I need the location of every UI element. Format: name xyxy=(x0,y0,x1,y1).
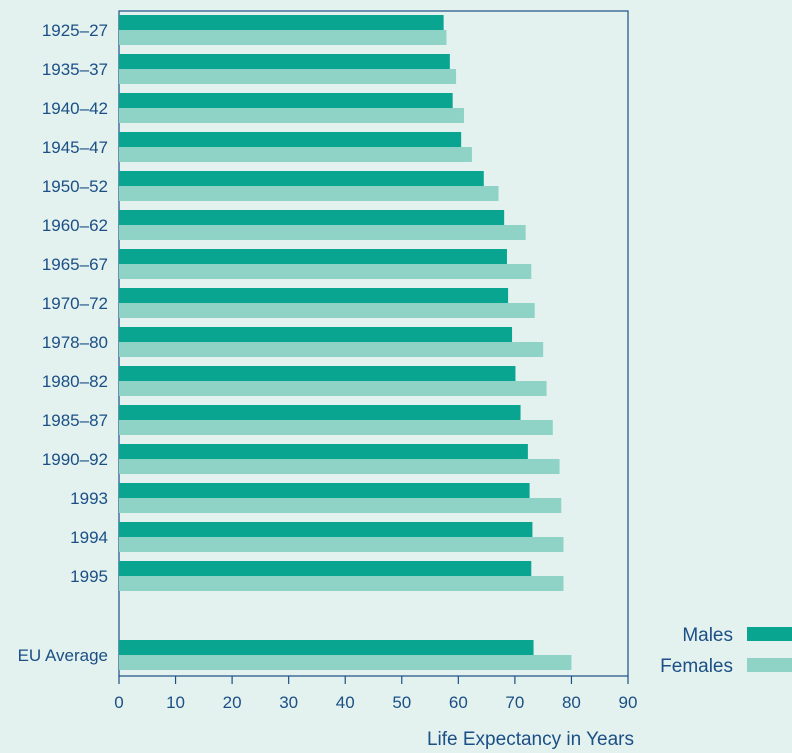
category-label: 1960–62 xyxy=(42,216,108,235)
x-tick-label: 70 xyxy=(505,693,524,712)
bar-males-14 xyxy=(119,561,532,576)
bars-group xyxy=(119,15,572,670)
x-tick-label: 40 xyxy=(336,693,355,712)
x-axis-title: Life Expectancy in Years xyxy=(427,729,634,750)
bar-males-7 xyxy=(119,288,509,303)
bar-males-0 xyxy=(119,15,444,30)
bar-males-2 xyxy=(119,93,453,108)
bar-females-8 xyxy=(119,342,544,357)
x-tick-label: 60 xyxy=(449,693,468,712)
legend-label-females: Females xyxy=(660,656,733,677)
bar-females-15 xyxy=(119,655,572,670)
category-label: 1940–42 xyxy=(42,99,108,118)
category-labels: 1925–27 1935–37 1940–42 1945–47 1950–52 1960–… xyxy=(18,21,108,665)
bar-females-6 xyxy=(119,264,532,279)
bar-males-13 xyxy=(119,522,533,537)
category-label: 1995 xyxy=(70,567,108,586)
x-tick-label: 80 xyxy=(562,693,581,712)
category-label: 1994 xyxy=(70,528,108,547)
bar-males-5 xyxy=(119,210,505,225)
bar-females-10 xyxy=(119,420,553,435)
bar-males-8 xyxy=(119,327,513,342)
bar-males-11 xyxy=(119,444,528,459)
category-label: 1978–80 xyxy=(42,333,108,352)
x-tick-label: 20 xyxy=(223,693,242,712)
x-tick-label: 10 xyxy=(166,693,185,712)
bar-females-9 xyxy=(119,381,547,396)
category-label: 1990–92 xyxy=(42,450,108,469)
bar-females-5 xyxy=(119,225,526,240)
category-label: 1925–27 xyxy=(42,21,108,40)
bar-males-4 xyxy=(119,171,484,186)
legend-swatch-males xyxy=(747,627,792,641)
x-tick-label: 0 xyxy=(114,693,123,712)
bar-males-9 xyxy=(119,366,516,381)
category-label: 1980–82 xyxy=(42,372,108,391)
bar-females-2 xyxy=(119,108,464,123)
x-tick-label: 50 xyxy=(392,693,411,712)
category-label: 1945–47 xyxy=(42,138,108,157)
bar-males-15 xyxy=(119,640,534,655)
category-label: 1965–67 xyxy=(42,255,108,274)
x-tick-label: 90 xyxy=(619,693,638,712)
category-label: 1935–37 xyxy=(42,60,108,79)
bar-females-0 xyxy=(119,30,447,45)
bar-females-7 xyxy=(119,303,535,318)
category-label: 1950–52 xyxy=(42,177,108,196)
bar-males-1 xyxy=(119,54,450,69)
bar-females-14 xyxy=(119,576,564,591)
bar-males-10 xyxy=(119,405,521,420)
legend-label-males: Males xyxy=(682,625,733,646)
x-tick-label: 30 xyxy=(279,693,298,712)
bar-females-11 xyxy=(119,459,560,474)
bar-males-6 xyxy=(119,249,507,264)
x-axis: 0 10 20 30 40 50 60 70 80 90 xyxy=(114,676,637,712)
category-label: 1970–72 xyxy=(42,294,108,313)
bar-females-4 xyxy=(119,186,499,201)
category-label: 1985–87 xyxy=(42,411,108,430)
category-label: 1993 xyxy=(70,489,108,508)
bar-females-1 xyxy=(119,69,457,84)
bar-males-12 xyxy=(119,483,530,498)
legend: Males Females xyxy=(660,625,792,677)
category-label: EU Average xyxy=(18,646,108,665)
bar-females-3 xyxy=(119,147,472,162)
legend-swatch-females xyxy=(747,658,792,672)
bar-females-12 xyxy=(119,498,562,513)
bar-females-13 xyxy=(119,537,564,552)
bar-males-3 xyxy=(119,132,462,147)
